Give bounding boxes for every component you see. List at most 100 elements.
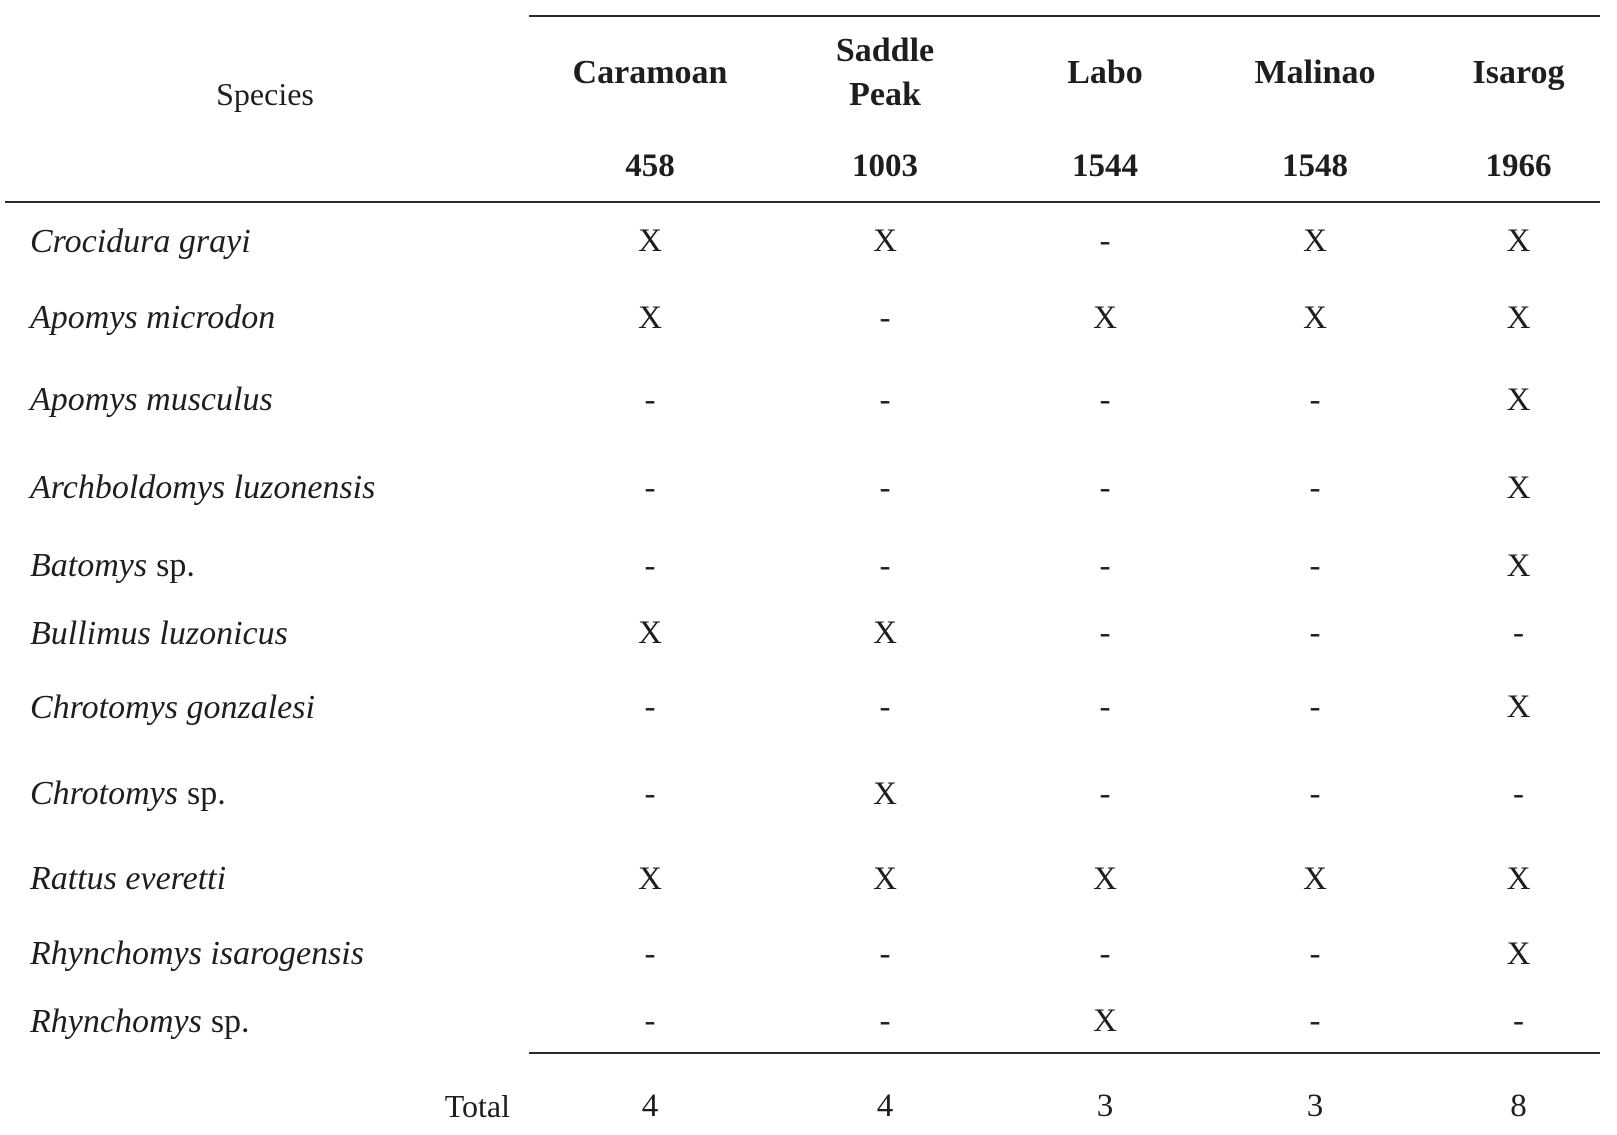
table-row: Rattus everetti X X X X X (0, 840, 1617, 918)
presence-mark: - (1309, 615, 1321, 651)
species-name: Apomys microdon (0, 299, 530, 337)
total-value: 3 (1096, 1087, 1114, 1124)
presence-mark: - (1099, 689, 1111, 725)
species-name-italic: Apomys microdon (30, 299, 276, 336)
presence-mark: X (1506, 935, 1531, 972)
presence-mark: X (1506, 299, 1531, 336)
species-name-italic: Chrotomys gonzalesi (30, 688, 315, 726)
presence-mark: - (644, 547, 656, 584)
presence-mark: - (879, 381, 891, 418)
header-top-rule (529, 15, 1600, 17)
total-value: 3 (1306, 1087, 1324, 1124)
presence-mark: X (873, 860, 897, 897)
presence-mark: - (1309, 775, 1321, 812)
table-row: Rhynchomys sp. - - X - - (0, 990, 1617, 1053)
species-name-italic: Batomys (30, 547, 148, 584)
table-row: Archboldomys luzonensis - - - - X (0, 444, 1617, 532)
total-label: Total (444, 1087, 510, 1124)
presence-mark: X (1093, 299, 1117, 336)
presence-mark: - (1099, 935, 1111, 972)
species-name-roman: sp. (186, 775, 226, 812)
table-row: Batomys sp. - - - - X (0, 532, 1617, 600)
species-name-italic: Bullimus luzonicus (30, 614, 288, 652)
species-name-roman: sp. (210, 1002, 250, 1040)
species-name-italic: Chrotomys (30, 775, 178, 812)
table-row: Apomys musculus - - - - X (0, 356, 1617, 444)
table-row: Bullimus luzonicus X X - - - (0, 600, 1617, 667)
presence-mark: X (1506, 223, 1531, 259)
table-row: Chrotomys gonzalesi - - - - X (0, 667, 1617, 748)
site-name-header: Isarog (1420, 0, 1617, 130)
presence-mark: - (879, 547, 891, 584)
species-name: Chrotomys gonzalesi (0, 689, 530, 727)
species-name: Bullimus luzonicus (0, 615, 530, 653)
presence-mark: - (644, 689, 656, 725)
presence-mark: - (1309, 547, 1321, 584)
presence-mark: - (1309, 469, 1321, 506)
site-name-header: Labo (1000, 0, 1210, 130)
site-elevation-header: 1544 (1072, 148, 1138, 184)
presence-mark: - (1513, 1003, 1524, 1039)
presence-mark: - (1099, 775, 1111, 812)
header-bottom-rule (5, 201, 1600, 203)
presence-mark: X (638, 223, 662, 259)
presence-mark: - (1513, 775, 1524, 812)
presence-mark: X (1506, 469, 1531, 506)
presence-mark: - (1099, 381, 1111, 418)
species-name-roman: sp. (156, 547, 195, 584)
presence-mark: X (1303, 860, 1327, 897)
presence-mark: - (1309, 935, 1321, 972)
presence-mark: X (1093, 860, 1117, 897)
presence-mark: X (638, 860, 662, 897)
site-name-label: Malinao (1254, 54, 1376, 92)
site-elevation-header: 1548 (1282, 148, 1348, 184)
presence-mark: - (644, 775, 656, 812)
species-name-italic: Archboldomys luzonensis (30, 469, 376, 506)
species-name: Archboldomys luzonensis (0, 469, 530, 507)
species-name: Rattus everetti (0, 860, 530, 898)
species-name-italic: Rhynchomys (30, 1002, 202, 1040)
table-row: Crocidura grayi X X - X X (0, 203, 1617, 280)
presence-mark: - (644, 381, 656, 418)
presence-mark: - (1099, 469, 1111, 506)
presence-mark: - (1309, 689, 1321, 725)
total-value: 4 (641, 1087, 659, 1124)
presence-mark: - (879, 1003, 891, 1039)
presence-mark: X (873, 775, 897, 812)
presence-mark: - (644, 935, 656, 972)
table-row: Apomys microdon X - X X X (0, 280, 1617, 356)
presence-mark: - (879, 299, 891, 336)
site-name-label: Caramoan (572, 54, 728, 92)
site-elevation-header: 1003 (852, 148, 918, 184)
presence-mark: - (1099, 615, 1111, 651)
presence-mark: X (638, 299, 662, 336)
site-elevation-header: 458 (625, 148, 675, 184)
table-row: Chrotomys sp. - X - - - (0, 748, 1617, 840)
presence-mark: - (1309, 381, 1321, 418)
presence-mark: - (644, 1003, 656, 1039)
site-name-header: Saddle Peak (770, 0, 1000, 130)
species-name: Batomys sp. (0, 547, 530, 585)
species-name: Apomys musculus (0, 381, 530, 419)
site-elevation-header: 1966 (1485, 148, 1552, 184)
presence-mark: - (1099, 223, 1111, 259)
presence-mark: X (1303, 299, 1327, 336)
presence-mark: X (1093, 1003, 1117, 1039)
presence-mark: - (1513, 615, 1524, 651)
table-body: Crocidura grayi X X - X X Apomys microdo… (0, 203, 1617, 1053)
species-name-italic: Crocidura grayi (30, 222, 251, 260)
presence-mark: - (644, 469, 656, 506)
presence-mark: - (1099, 547, 1111, 584)
presence-mark: - (879, 935, 891, 972)
total-row: Total 4 4 3 3 8 (0, 1053, 1617, 1135)
species-name: Crocidura grayi (0, 223, 530, 261)
species-name: Rhynchomys sp. (0, 1003, 530, 1041)
table-row: Rhynchomys isarogensis - - - - X (0, 918, 1617, 990)
site-name-header: Malinao (1210, 0, 1420, 130)
total-value: 8 (1510, 1087, 1527, 1124)
site-name-label: Saddle Peak (835, 32, 935, 113)
species-column-header: Species (216, 76, 314, 112)
species-name: Rhynchomys isarogensis (0, 935, 530, 973)
species-name-italic: Rattus everetti (30, 860, 227, 897)
